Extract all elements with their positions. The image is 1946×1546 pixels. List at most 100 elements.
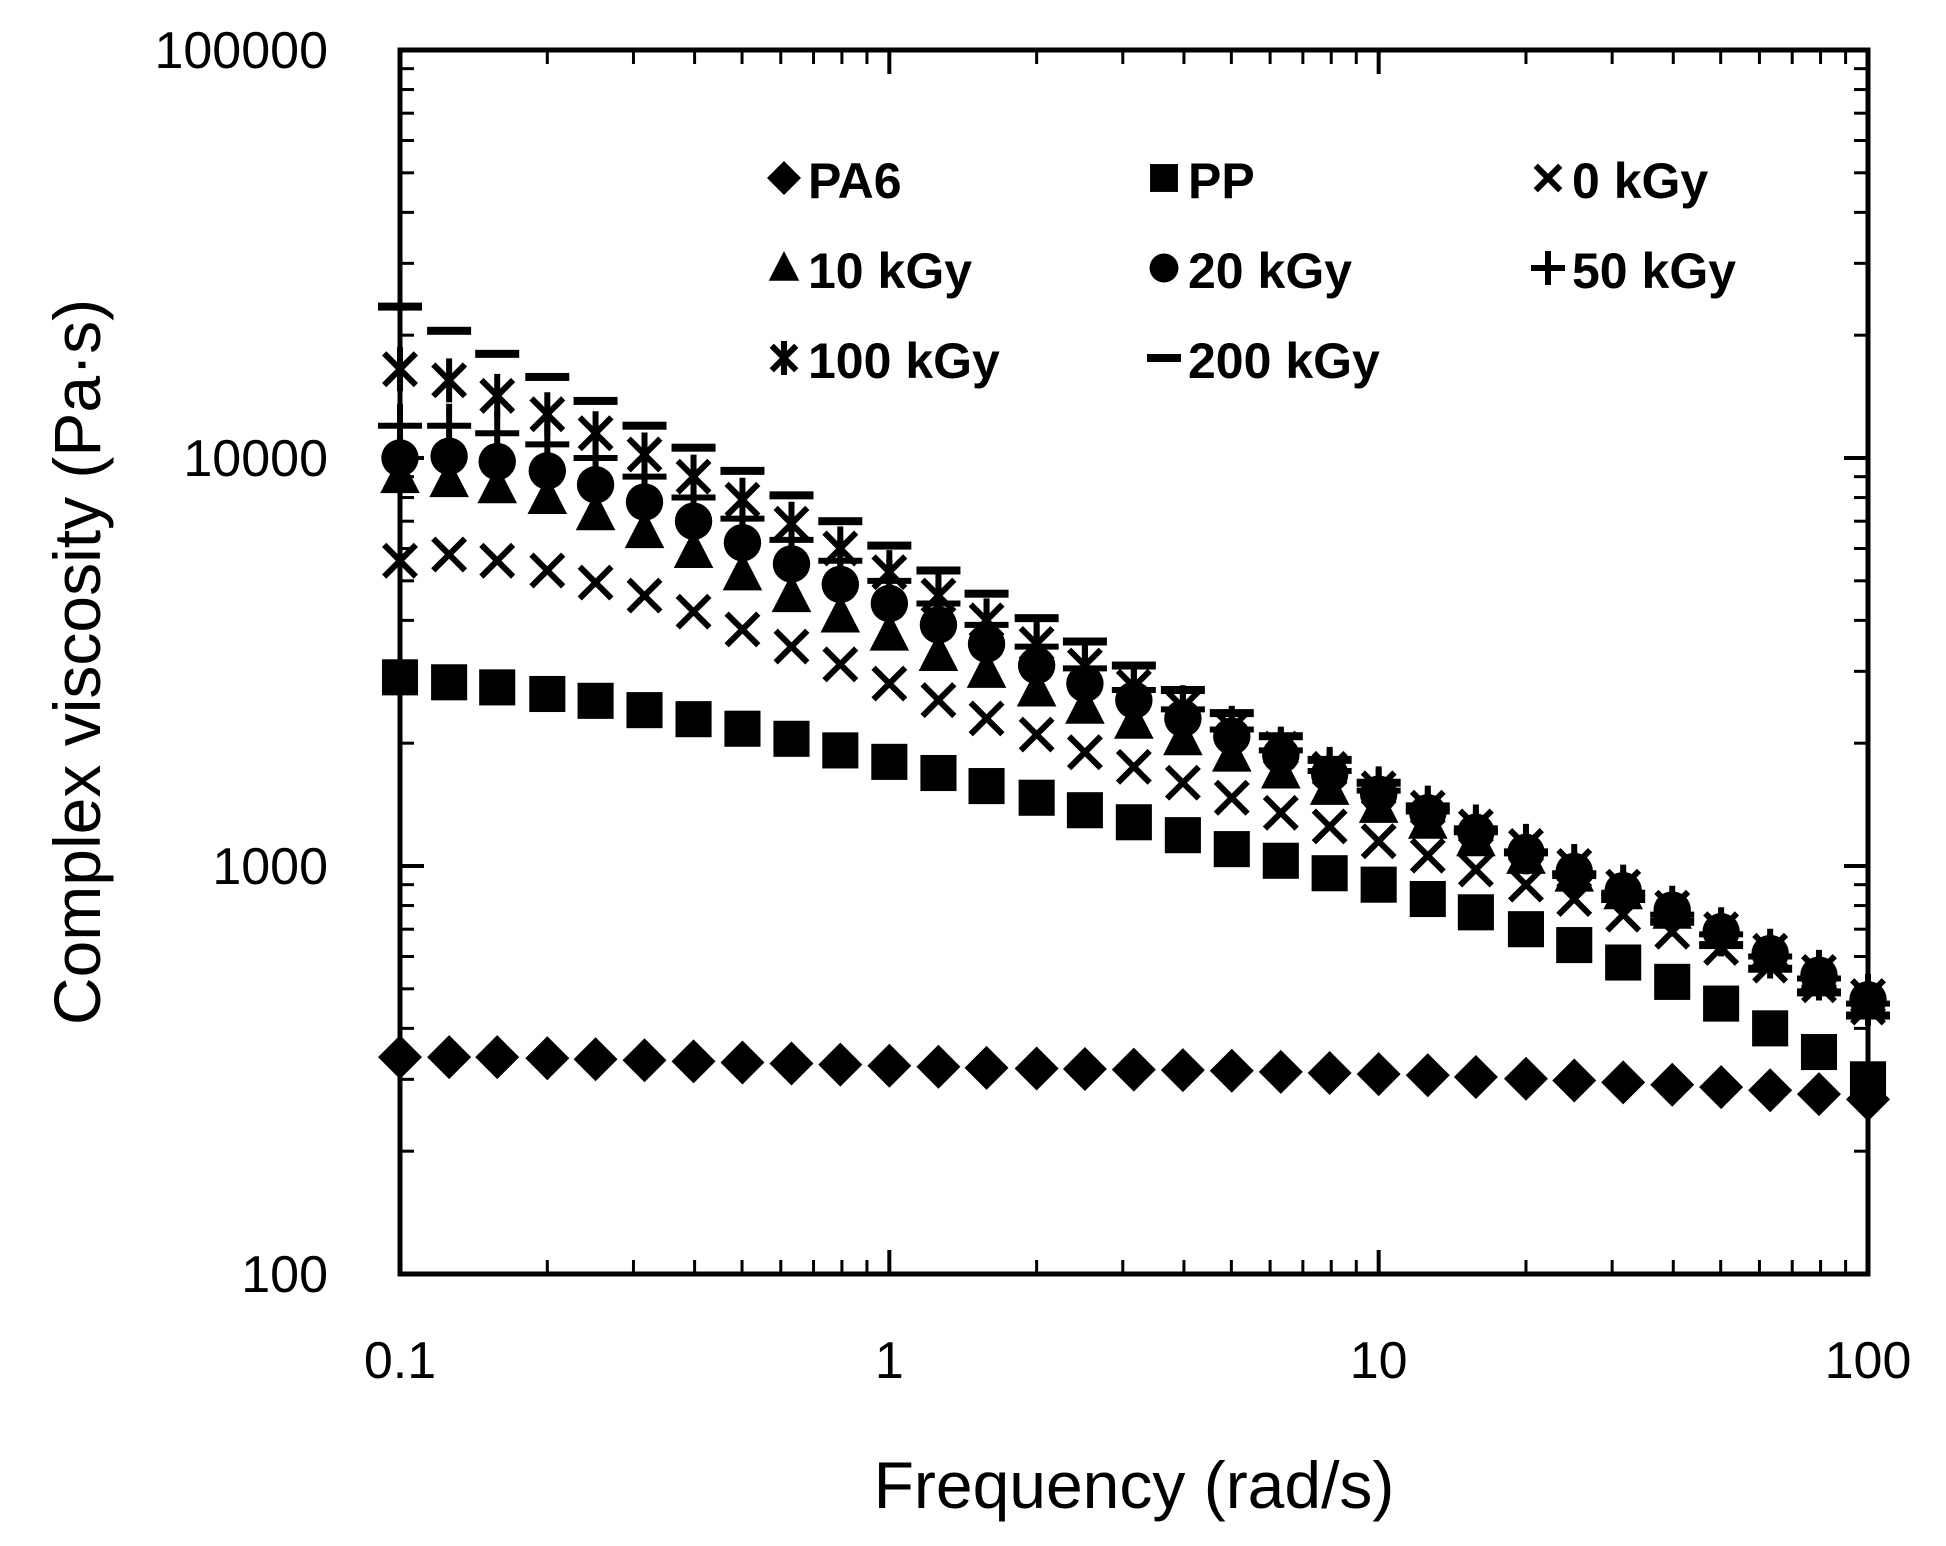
data-point-pa6 — [525, 1036, 570, 1081]
data-point-200-kgy — [1014, 614, 1059, 623]
data-point-200-kgy — [1111, 661, 1156, 670]
data-point-pp — [1654, 963, 1691, 1000]
data-point-10-kgy — [1065, 685, 1105, 724]
data-point-20-kgy — [528, 452, 567, 490]
data-point-100-kgy — [431, 358, 468, 403]
data-point-0-kgy — [479, 542, 516, 579]
data-point-10-kgy — [820, 593, 861, 633]
data-point-20-kgy — [674, 502, 713, 540]
data-point-100-kgy — [1360, 766, 1397, 811]
data-point-200-kgy — [622, 421, 667, 430]
data-point-pp — [724, 710, 761, 747]
data-point-10-kgy — [1016, 668, 1057, 707]
legend-item-100-kgy: 100 kGy — [769, 333, 1000, 389]
data-point-0-kgy — [577, 564, 614, 601]
data-point-200-kgy — [1699, 941, 1744, 950]
data-point-pa6 — [867, 1043, 912, 1088]
data-point-pp — [577, 682, 614, 719]
data-point-200-kgy — [475, 349, 520, 358]
data-point-20-kgy — [723, 524, 762, 562]
data-point-200-kgy — [1062, 637, 1107, 646]
data-point-100-kgy — [675, 454, 712, 499]
data-point-10-kgy — [477, 464, 518, 504]
data-point-pp — [529, 675, 566, 713]
data-point-pa6 — [1258, 1049, 1303, 1094]
data-point-pp — [1066, 792, 1103, 829]
data-point-100-kgy — [1115, 664, 1152, 709]
data-point-0-kgy — [1457, 851, 1494, 888]
data-point-10-kgy — [575, 491, 616, 531]
data-point-pa6 — [1552, 1058, 1597, 1103]
data-point-pp — [920, 754, 957, 792]
data-point-10-kgy — [429, 458, 469, 498]
data-point-50-kgy — [427, 403, 472, 448]
data-point-0-kgy — [382, 542, 418, 579]
data-point-pa6 — [1650, 1062, 1695, 1107]
data-point-pa6 — [1453, 1054, 1498, 1099]
data-point-20-kgy — [870, 584, 909, 623]
data-point-pa6 — [1503, 1056, 1548, 1101]
data-point-200-kgy — [1846, 1011, 1890, 1020]
legend-marker-100-kgy — [769, 341, 799, 375]
x-tick-label: 100 — [1825, 1332, 1912, 1390]
data-point-pp — [1164, 817, 1201, 854]
data-point-0-kgy — [1508, 866, 1544, 903]
y-tick-label: 1000 — [212, 838, 328, 896]
data-point-200-kgy — [573, 396, 618, 405]
data-point-200-kgy — [867, 541, 912, 550]
series-100-kgy — [382, 347, 1886, 1019]
data-point-pa6 — [1356, 1052, 1401, 1097]
legend-marker-pp — [1150, 164, 1178, 192]
data-point-pp — [1849, 1061, 1887, 1098]
data-point-200-kgy — [1307, 755, 1352, 764]
data-point-10-kgy — [624, 509, 665, 549]
data-point-0-kgy — [1360, 823, 1397, 860]
data-point-10-kgy — [918, 632, 959, 671]
data-point-0-kgy — [1066, 734, 1103, 771]
data-point-100-kgy — [822, 526, 859, 571]
legend-label-10-kgy: 10 kGy — [808, 243, 972, 299]
x-tick-label: 1 — [875, 1332, 904, 1390]
data-point-0-kgy — [529, 552, 566, 589]
data-point-pp — [1409, 880, 1446, 918]
data-point-pa6 — [964, 1045, 1009, 1090]
axis-ticks: 100 1000 10000 100000 0.1 1 10 100 — [154, 22, 1911, 1390]
x-tick-label: 10 — [1350, 1332, 1408, 1390]
legend-item-20-kgy: 20 kGy — [1149, 243, 1352, 299]
legend-item-10-kgy: 10 kGy — [768, 243, 972, 299]
data-point-pa6 — [475, 1035, 520, 1080]
legend-label-50-kgy: 50 kGy — [1572, 243, 1736, 299]
data-point-pa6 — [378, 1035, 422, 1080]
data-point-pa6 — [818, 1042, 863, 1087]
data-point-pa6 — [671, 1039, 716, 1084]
data-point-pp — [381, 659, 419, 696]
data-point-pa6 — [1748, 1068, 1793, 1113]
data-point-0-kgy — [1213, 779, 1250, 816]
legend-item-0-kgy: 0 kGy — [1533, 153, 1708, 209]
data-point-20-kgy — [821, 565, 860, 604]
data-point-pa6 — [427, 1035, 472, 1080]
legend-label-pp: PP — [1188, 153, 1255, 209]
data-point-pa6 — [1160, 1048, 1205, 1093]
data-point-0-kgy — [1262, 794, 1299, 831]
data-point-200-kgy — [1503, 848, 1548, 857]
data-point-20-kgy — [478, 442, 516, 481]
legend-marker-0-kgy — [1533, 163, 1563, 193]
data-point-200-kgy — [1258, 732, 1303, 741]
series-10-kgy — [380, 454, 1888, 1017]
data-point-pp — [1752, 1010, 1789, 1047]
data-point-pp — [773, 720, 810, 757]
y-tick-label: 10000 — [183, 430, 328, 488]
data-point-100-kgy — [382, 347, 418, 392]
data-point-100-kgy — [479, 373, 516, 418]
data-point-0-kgy — [431, 536, 468, 573]
x-axis-label: Frequency (rad/s) — [874, 1448, 1395, 1522]
data-point-10-kgy — [1114, 700, 1154, 739]
data-point-pa6 — [916, 1044, 961, 1089]
data-point-pp — [822, 732, 859, 769]
data-point-pp — [1115, 804, 1152, 841]
legend-marker-pa6 — [767, 161, 801, 195]
data-point-pp — [1262, 842, 1299, 879]
data-point-200-kgy — [916, 566, 961, 575]
series-pa6 — [378, 1035, 1890, 1122]
